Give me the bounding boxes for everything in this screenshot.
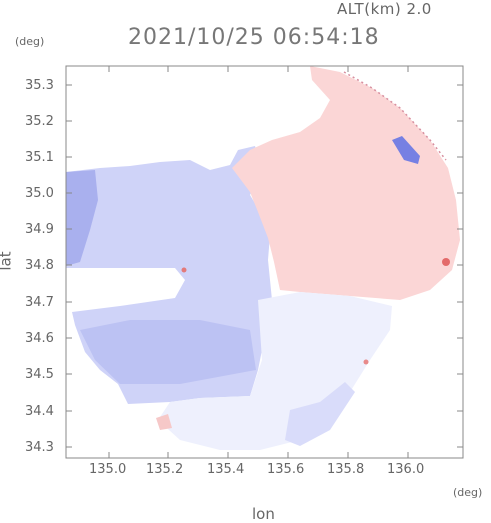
x-tick-label: 135.2 (146, 462, 184, 477)
near-zero-region-south (158, 292, 392, 450)
x-tick-label: 135.8 (327, 462, 365, 477)
y-tick-label: 34.7 (25, 295, 54, 310)
x-axis-ticks (108, 66, 409, 458)
x-tick-label: 135.0 (89, 462, 127, 477)
strong-approaching-spot (181, 267, 187, 273)
y-tick-label: 34.4 (25, 404, 54, 419)
plot-frame (65, 65, 464, 459)
strong-receding-streak (392, 136, 420, 164)
approaching-patch-southwest (156, 414, 172, 430)
x-axis-label: lon (252, 505, 275, 523)
coastline-edge-echo (343, 71, 447, 161)
y-tick-label: 34.3 (25, 440, 54, 455)
y-tick-label: 34.5 (25, 367, 54, 382)
radar-echo-field (66, 66, 460, 450)
x-tick-label: 135.4 (207, 462, 245, 477)
y-tick-label: 34.9 (25, 222, 54, 237)
strong-approaching-spot (442, 258, 450, 266)
approaching-region-east (232, 66, 460, 300)
receding-region-edge (66, 170, 98, 266)
receding-patch-south (285, 382, 355, 446)
x-tick-label: 135.6 (267, 462, 305, 477)
x-tick-label: 136.0 (387, 462, 425, 477)
y-tick-label: 35.2 (25, 114, 54, 129)
y-unit-label: (deg) (15, 35, 45, 48)
y-tick-label: 35.0 (25, 186, 54, 201)
strong-approaching-spot (363, 359, 369, 365)
timestamp-title: 2021/10/25 06:54:18 (128, 25, 380, 50)
altitude-label: ALT(km) 2.0 (337, 0, 432, 18)
y-tick-label: 34.6 (25, 331, 54, 346)
y-tick-label: 35.3 (25, 78, 54, 93)
x-unit-label: (deg) (453, 486, 483, 499)
receding-region-core (80, 320, 256, 384)
y-tick-label: 35.1 (25, 150, 54, 165)
y-tick-label: 34.8 (25, 258, 54, 273)
y-axis-ticks (66, 84, 463, 448)
